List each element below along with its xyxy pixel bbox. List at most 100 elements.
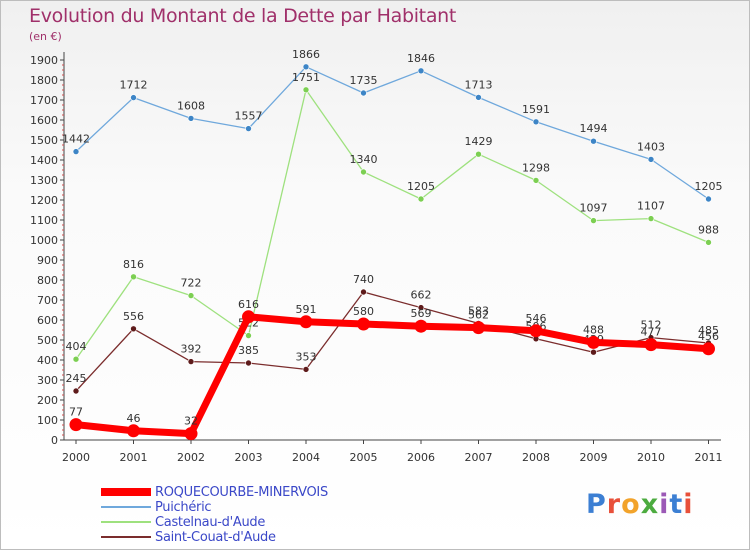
data-label: 546	[526, 312, 547, 325]
data-point	[127, 424, 140, 438]
data-point	[587, 335, 600, 349]
data-label: 485	[698, 324, 719, 337]
data-label: 477	[641, 326, 662, 339]
data-point	[417, 67, 425, 75]
data-point	[302, 86, 310, 94]
line-chart: 0 100 200 300 400 500 600 700 800 900 1000 1100 1200…	[30, 48, 723, 464]
y-tick-label: 0	[51, 434, 58, 447]
data-point	[130, 94, 137, 101]
logo-letter: P	[586, 489, 607, 520]
series-line	[75, 89, 710, 360]
x-tick-label: 2005	[350, 451, 378, 464]
data-point	[417, 304, 425, 311]
data-point	[69, 418, 83, 432]
data-point	[360, 168, 367, 176]
legend-swatch	[101, 521, 151, 523]
data-label: 556	[123, 310, 144, 323]
x-tick-label: 2004	[292, 451, 320, 464]
data-point	[130, 273, 137, 281]
y-tick-label: 500	[37, 334, 58, 347]
logo-letter: i	[659, 489, 670, 520]
legend-swatch	[101, 536, 151, 538]
data-label: 1751	[292, 71, 320, 84]
data-point	[187, 292, 195, 299]
data-label: 1591	[522, 103, 550, 116]
data-label: 46	[127, 412, 141, 425]
data-point	[532, 177, 540, 184]
logo-letter: o	[621, 489, 641, 520]
y-tick-label: 600	[37, 314, 58, 327]
data-point	[357, 317, 370, 331]
x-tick-label: 2003	[235, 451, 263, 464]
data-point	[702, 342, 715, 356]
y-tick-label: 1200	[30, 194, 58, 207]
legend-label: ROQUECOURBE-MINERVOIS	[155, 485, 328, 500]
data-label: 662	[411, 289, 432, 302]
data-label: 1403	[637, 140, 665, 153]
y-tick-label: 300	[37, 374, 58, 387]
series-castelnau-d-aude: 4048167225221751134012051429129810971107…	[66, 71, 719, 363]
x-tick-label: 2001	[120, 451, 148, 464]
y-tick-label: 1000	[30, 234, 58, 247]
data-point	[302, 366, 310, 373]
data-point	[299, 315, 313, 329]
data-label: 591	[296, 303, 317, 316]
x-tick-label: 2008	[522, 451, 550, 464]
data-point	[417, 195, 425, 203]
x-tick-label: 2002	[177, 451, 205, 464]
data-point	[705, 195, 712, 203]
data-label: 1442	[62, 133, 90, 146]
y-tick-label: 900	[37, 254, 58, 267]
proxiti-logo: Proxiti	[586, 489, 694, 520]
y-tick-label: 400	[37, 354, 58, 367]
data-point	[475, 150, 482, 158]
data-label: 1107	[637, 200, 665, 213]
data-point	[242, 310, 255, 324]
data-point	[72, 148, 80, 155]
data-label: 988	[698, 223, 719, 236]
y-tick-label: 1700	[30, 94, 58, 107]
data-point	[245, 359, 252, 367]
data-point	[529, 324, 543, 338]
y-tick-label: 700	[37, 294, 58, 307]
series-puich-ric: 1442 1712 1608 1557 1866 1735 1846 1713 1591 1494…	[62, 48, 723, 203]
x-tick-label: 2009	[580, 451, 608, 464]
data-point	[72, 355, 80, 363]
data-label: 1429	[465, 135, 493, 148]
data-label: 616	[238, 298, 259, 311]
data-point	[187, 358, 195, 365]
data-point	[245, 332, 252, 339]
data-point	[130, 325, 137, 333]
data-label: 580	[353, 305, 374, 318]
series-roquecourbe-minervois: 77 46 32 616 591 580 569 562 546 488 477 456	[69, 298, 719, 441]
chart-title: Evolution du Montant de la Dette par Hab…	[29, 5, 457, 27]
series-line	[72, 313, 712, 438]
data-point	[187, 115, 195, 122]
data-point	[475, 94, 482, 101]
data-point	[532, 118, 540, 126]
data-label: 722	[181, 277, 202, 290]
legend-label: Castelnau-d'Aude	[155, 515, 266, 530]
series-line	[75, 66, 710, 200]
series-saint-couat-d-aude: 245556392385353740662583506439512485	[66, 273, 719, 395]
data-label: 353	[296, 350, 317, 363]
series-line	[75, 291, 710, 392]
data-label: 740	[353, 273, 374, 286]
data-point	[360, 89, 367, 97]
data-label: 1712	[120, 79, 148, 92]
y-tick-label: 1400	[30, 154, 58, 167]
legend-swatch	[101, 488, 151, 496]
x-tick-label: 2010	[637, 451, 665, 464]
y-tick-label: 800	[37, 274, 58, 287]
legend-swatch	[101, 506, 151, 508]
data-point	[644, 338, 658, 352]
logo-letter: r	[606, 489, 622, 520]
data-label: 32	[184, 415, 198, 428]
logo-letter: i	[683, 489, 694, 520]
data-point	[360, 288, 367, 296]
data-point	[414, 319, 428, 333]
data-label: 1713	[465, 78, 493, 91]
data-label: 456	[698, 330, 719, 343]
data-label: 1494	[580, 122, 608, 135]
